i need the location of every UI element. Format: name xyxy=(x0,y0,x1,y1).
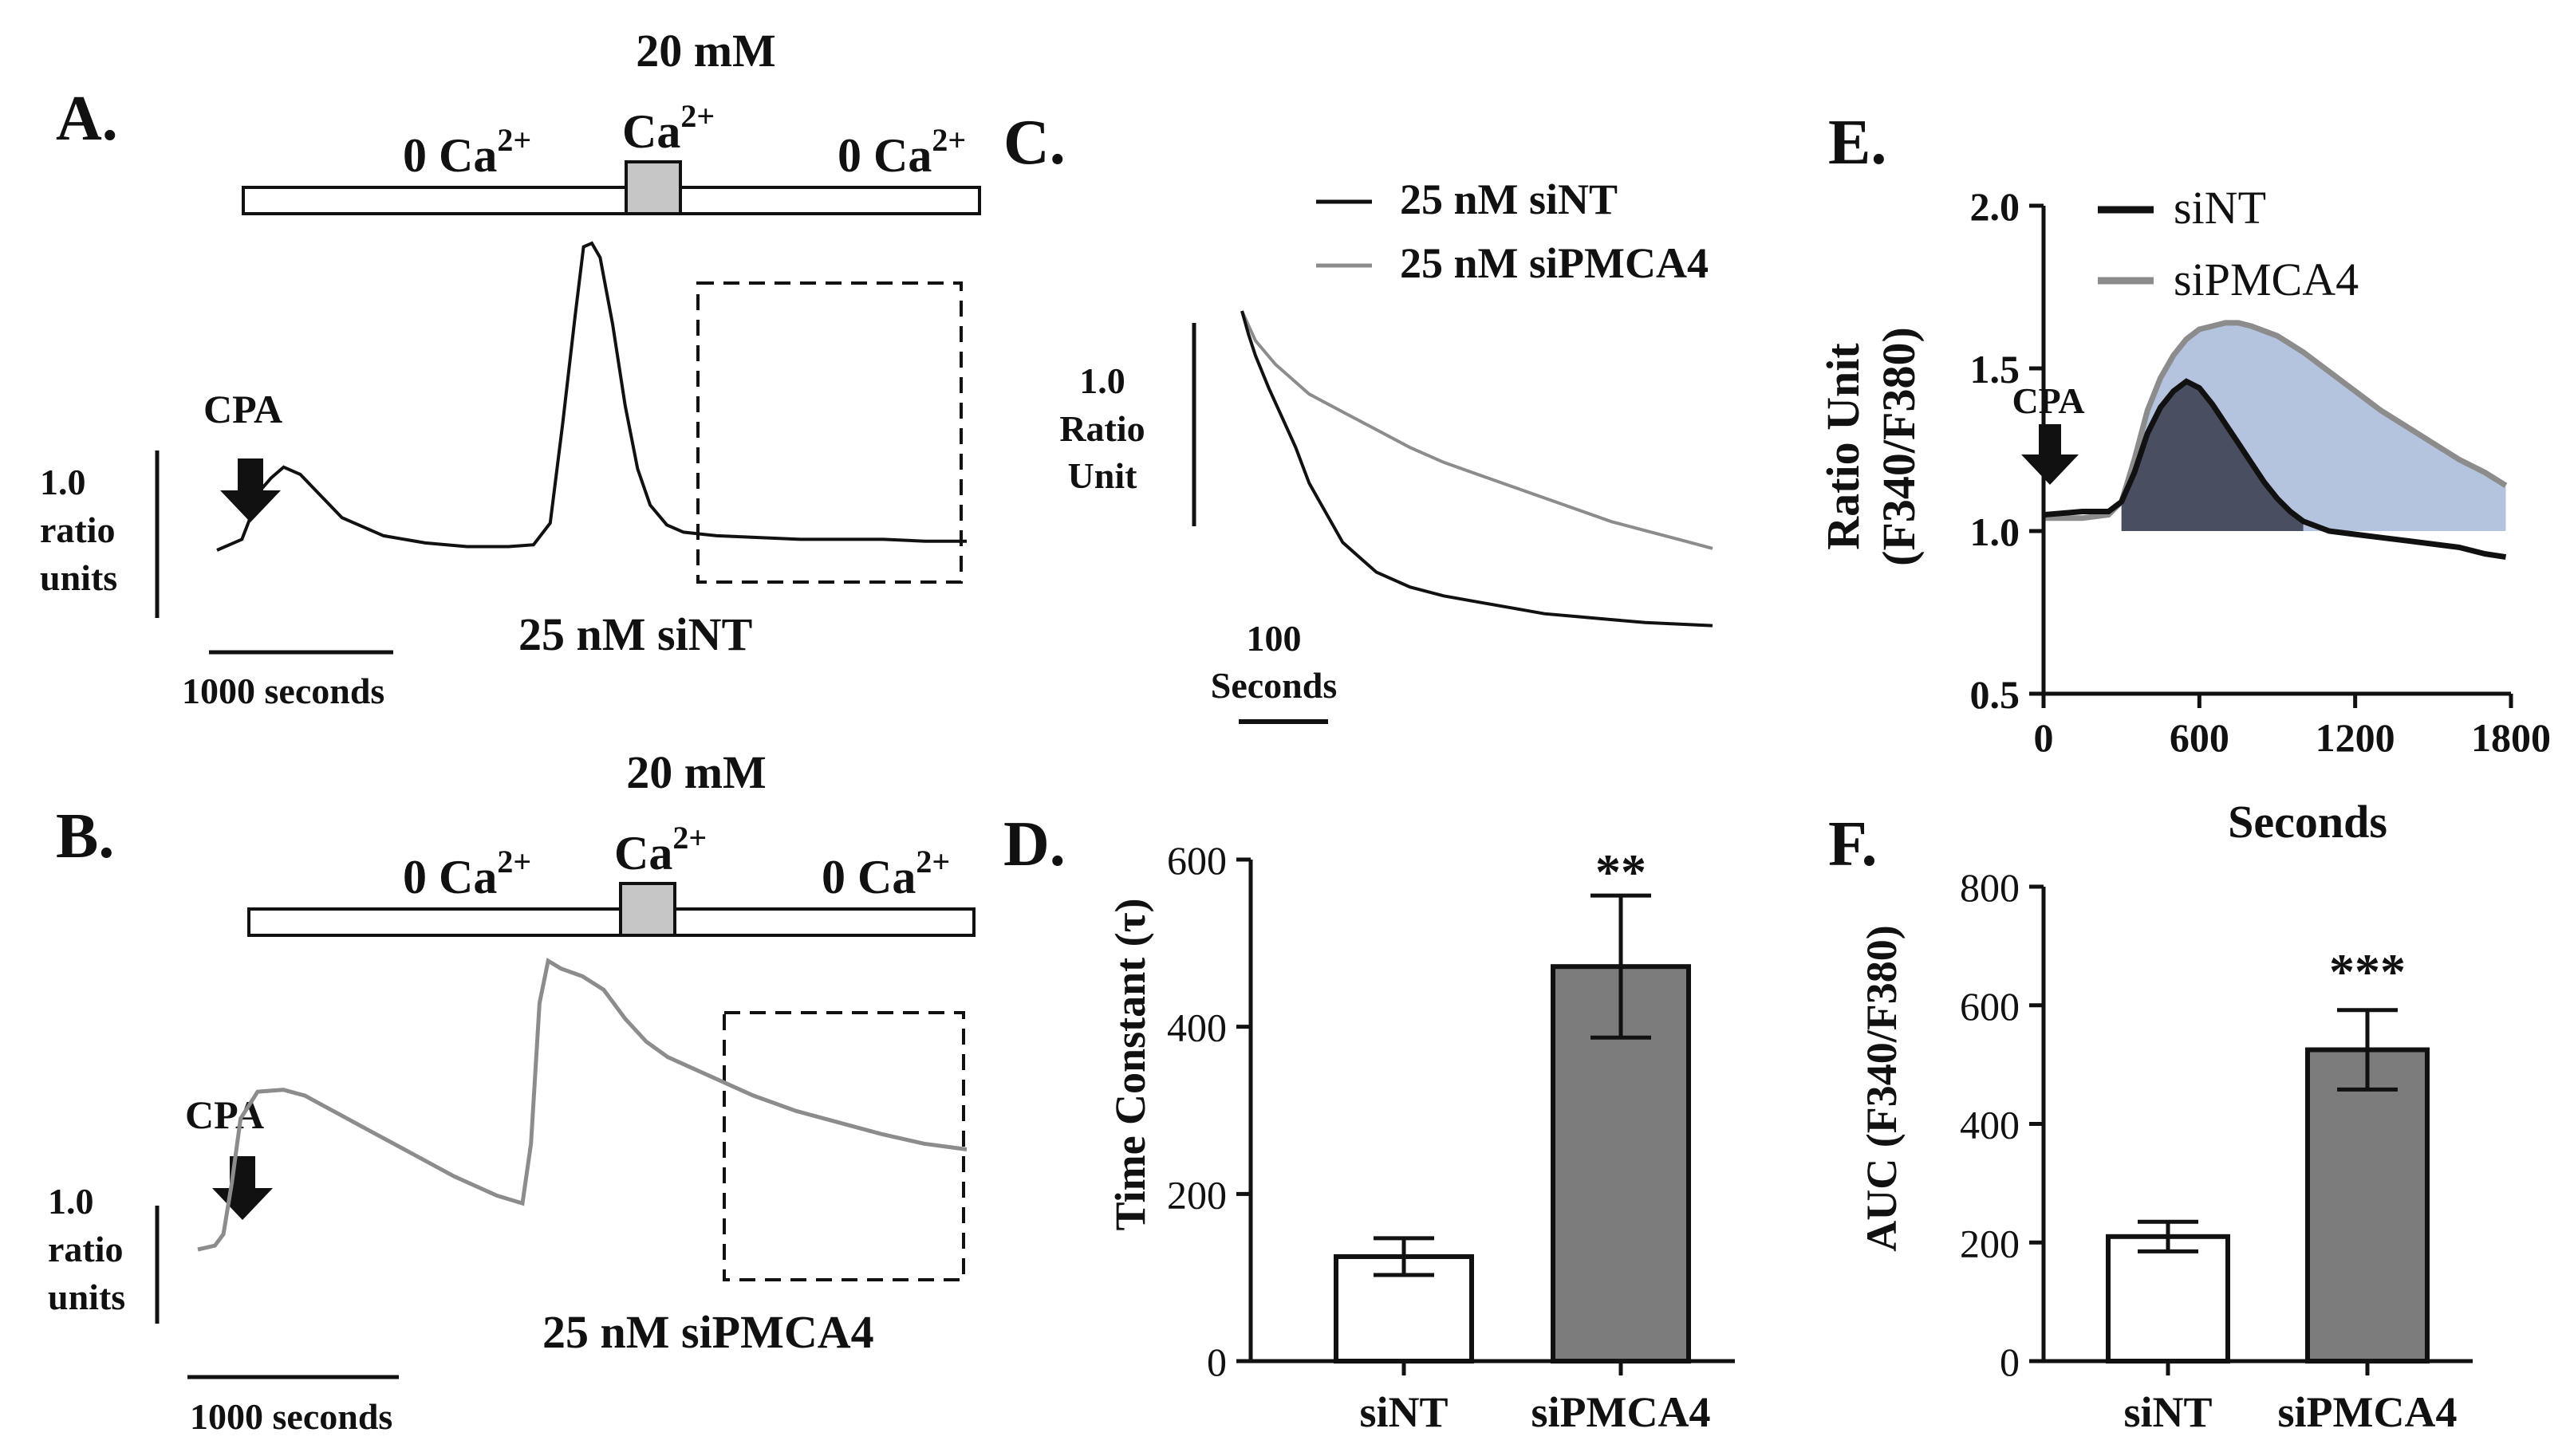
panel-f: F. AUC (F340/F380) 0 200 400 600 800 siNT siPM… xyxy=(1828,809,2473,1436)
panel-b-bath-concentration: 20 mM xyxy=(626,746,767,798)
panel-a: A. 20 mM 0 Ca2+ Ca2+ 0 Ca2+ CPA 1.0 rati… xyxy=(40,25,981,711)
panel-e-x-tick-label: 1800 xyxy=(2471,715,2551,760)
panel-a-bath-concentration: 20 mM xyxy=(636,25,776,77)
panel-f-x-tick-label: siNT xyxy=(2123,1388,2212,1436)
panel-e-y-tick-label: 0.5 xyxy=(1970,672,2020,717)
panel-c-scale-y-label-3: Unit xyxy=(1068,455,1138,496)
panel-e-area-sint xyxy=(2121,381,2304,531)
panel-a-scale-x-label: 1000 seconds xyxy=(182,671,384,711)
panel-b-trace xyxy=(197,958,968,1252)
panel-a-cpa-label: CPA xyxy=(203,387,282,431)
panel-d-y-tick-label: 0 xyxy=(1207,1340,1227,1384)
panel-b-bath-ca: Ca2+ xyxy=(614,820,707,880)
panel-e-y-axis-title-2: (F340/F380) xyxy=(1873,327,1925,566)
panel-a-scale-y-label-1: 1.0 xyxy=(40,462,86,502)
panel-a-bath-zero-left: 0 Ca2+ xyxy=(403,122,531,182)
panel-a-bath-zero-right: 0 Ca2+ xyxy=(838,122,966,182)
panel-f-y-tick-label: 200 xyxy=(1960,1221,2020,1265)
panel-d-x-tick-label: siPMCA4 xyxy=(1531,1388,1711,1436)
panel-b-cpa-arrow-icon xyxy=(212,1156,273,1220)
panel-d-significance: ** xyxy=(1595,844,1646,900)
panel-f-bar-siPMCA4 xyxy=(2305,1047,2430,1364)
panel-e-x-axis-title: Seconds xyxy=(2228,796,2387,848)
panel-f-significance: *** xyxy=(2329,943,2406,1000)
panel-a-scale-y-label-2: ratio xyxy=(40,510,116,550)
panel-c-trace-sint xyxy=(1240,310,1713,628)
panel-a-bath-bar-left xyxy=(242,186,628,215)
panel-b-zoom-box xyxy=(723,1011,965,1281)
panel-e-legend-sipmca4: siPMCA4 xyxy=(2174,254,2359,305)
panel-c-legend-sint: 25 nM siNT xyxy=(1400,175,1618,223)
panel-f-y-tick-label: 0 xyxy=(2000,1340,2020,1384)
panel-e-chart: 0.5 1.0 1.5 2.0 0 600 1200 1800 xyxy=(1970,184,2552,760)
panel-b-bath-zero-right: 0 Ca2+ xyxy=(822,844,950,903)
panel-b-scale-y-label-2: ratio xyxy=(48,1229,124,1269)
panel-a-bath-bar-ca xyxy=(625,160,682,215)
panel-b-bath-zero-left: 0 Ca2+ xyxy=(403,844,531,903)
panel-f-y-tick-label: 400 xyxy=(1960,1103,2020,1147)
panel-a-bath-bar-right xyxy=(679,186,981,215)
panel-a-scale-y-label-3: units xyxy=(40,557,117,598)
panel-e-y-tick-label: 1.0 xyxy=(1970,510,2020,554)
panel-e-y-tick-label: 2.0 xyxy=(1970,184,2020,229)
panel-a-trace xyxy=(216,241,967,552)
panel-c-scale-y-label-1: 1.0 xyxy=(1079,360,1125,401)
panel-b-bath-bar-left xyxy=(247,907,622,937)
panel-f-y-tick-label: 800 xyxy=(1960,865,2020,910)
panel-e-line-siPMCA4 xyxy=(2044,320,2508,521)
panel-d-y-tick-label: 400 xyxy=(1167,1005,1227,1050)
panel-d-x-tick-label: siNT xyxy=(1359,1388,1448,1436)
panel-c-legend-sipmca4: 25 nM siPMCA4 xyxy=(1400,239,1709,287)
panel-b-scale-y-label-3: units xyxy=(48,1277,125,1317)
panel-e-legend-sint: siNT xyxy=(2174,182,2266,234)
panel-b-letter: B. xyxy=(56,801,114,872)
panel-d-y-tick-label: 200 xyxy=(1167,1172,1227,1217)
panel-e-y-axis-title-1: Ratio Unit xyxy=(1817,343,1869,550)
panel-b-scale-x-label: 1000 seconds xyxy=(190,1396,392,1437)
panel-c: C. 25 nM siNT 25 nM siPMCA4 1.0 Ratio Un… xyxy=(1003,108,1713,724)
panel-f-y-tick-label: 600 xyxy=(1960,984,2020,1029)
panel-f-bar-siNT xyxy=(2106,1234,2230,1364)
panel-d-chart: 0 200 400 600 siNT siPMCA4 ** xyxy=(1167,838,1735,1436)
panel-e-cpa-arrow-icon xyxy=(2021,424,2079,485)
panel-f-chart: 0 200 400 600 800 siNT siPMCA4 *** xyxy=(1960,865,2473,1436)
panel-d-y-tick-label: 600 xyxy=(1167,838,1227,883)
panel-e-cpa-label: CPA xyxy=(2012,380,2084,421)
panel-c-scale-x-label-1: 100 xyxy=(1247,618,1302,659)
panel-a-letter: A. xyxy=(56,84,118,154)
panel-b-scale-y-label-1: 1.0 xyxy=(48,1181,94,1222)
panel-a-zoom-box xyxy=(696,281,963,584)
panel-b: B. 20 mM 0 Ca2+ Ca2+ 0 Ca2+ CPA 1.0 rati… xyxy=(48,746,976,1437)
panel-b-caption: 25 nM siPMCA4 xyxy=(542,1306,874,1358)
panel-d-letter: D. xyxy=(1003,809,1066,880)
panel-e-y-tick-label: 1.5 xyxy=(1970,347,2020,392)
panel-a-caption: 25 nM siNT xyxy=(518,608,752,660)
panel-f-y-axis-title: AUC (F340/F380) xyxy=(1858,925,1906,1251)
panel-c-trace-sipmca4 xyxy=(1240,310,1713,550)
panel-d-y-axis-title: Time Constant (τ) xyxy=(1106,899,1154,1231)
panel-c-letter: C. xyxy=(1003,108,1066,178)
panel-e-x-tick-label: 600 xyxy=(2170,715,2229,760)
panel-e-x-tick-label: 1200 xyxy=(2316,715,2395,760)
panel-d: D. Time Constant (τ) 0 200 400 600 siNT siPMC… xyxy=(1003,809,1735,1436)
panel-a-bath-ca: Ca2+ xyxy=(622,98,715,158)
panel-f-letter: F. xyxy=(1828,809,1878,880)
panel-e: E. Ratio Unit (F340/F380) Seconds 0.5 1.0… xyxy=(1817,108,2551,848)
panel-b-bath-bar-right xyxy=(673,907,976,937)
panel-a-cpa-arrow-icon xyxy=(220,458,281,522)
panel-f-x-tick-label: siPMCA4 xyxy=(2278,1388,2458,1436)
panel-e-x-tick-label: 0 xyxy=(2034,715,2054,760)
panel-b-bath-bar-ca xyxy=(619,882,676,937)
panel-e-letter: E. xyxy=(1828,108,1886,178)
panel-c-scale-x-label-2: Seconds xyxy=(1211,665,1337,706)
panel-e-line-siNT xyxy=(2043,378,2507,561)
panel-c-scale-y-label-2: Ratio xyxy=(1059,408,1145,449)
